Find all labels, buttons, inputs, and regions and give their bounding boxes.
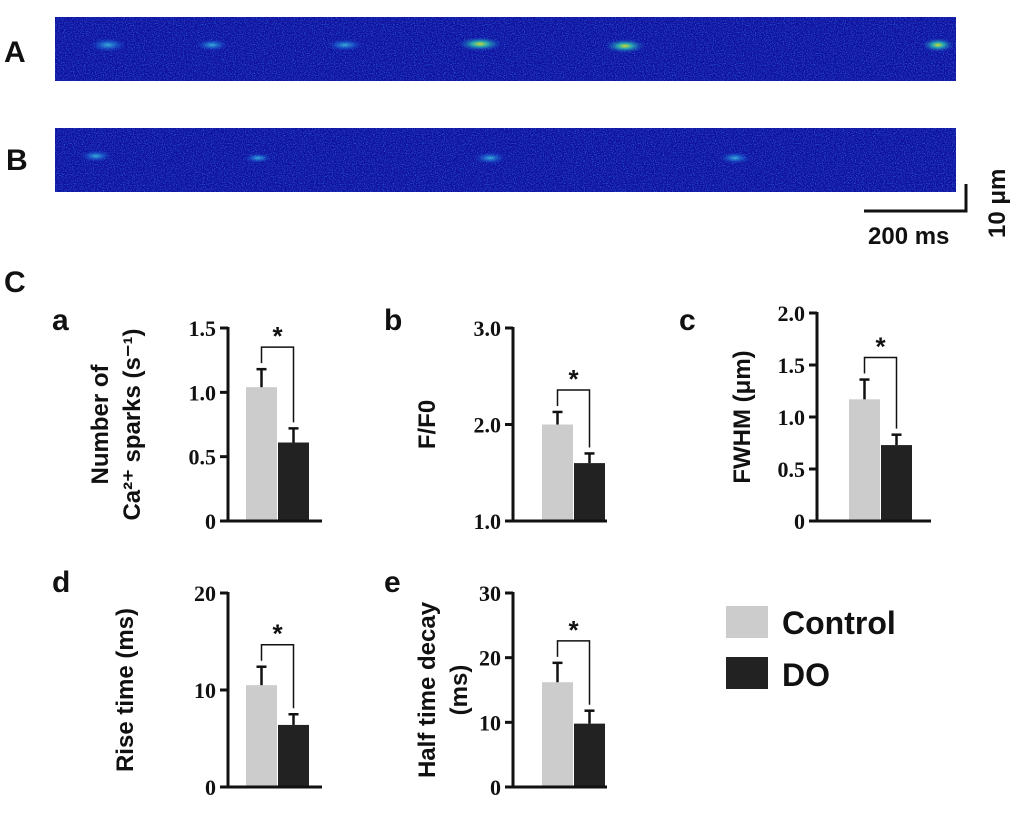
legend: Control DO — [726, 605, 896, 693]
y-axis-title-e-1: (ms) — [446, 665, 473, 716]
y-tick-label-c-2: 1.0 — [778, 405, 806, 430]
panel-letter-a: a — [52, 304, 69, 337]
scale-time-label: 200 ms — [868, 223, 949, 250]
y-axis-title-a-1: Ca²⁺ sparks (s⁻¹) — [119, 328, 146, 520]
bar-e-control — [542, 682, 573, 787]
bar-b-do — [574, 463, 605, 521]
y-tick-label-e-3: 30 — [479, 581, 501, 606]
significance-bracket-d — [260, 643, 295, 709]
spark-b-2 — [474, 152, 506, 164]
bar-a-do — [278, 442, 309, 521]
y-tick-label-c-1: 0.5 — [778, 457, 806, 482]
y-tick-label-a-3: 1.5 — [189, 316, 217, 341]
y-tick-label-c-3: 1.5 — [778, 353, 806, 378]
chart-b: b F/F0 1.0 2.0 3.0 * — [384, 304, 607, 534]
chart-a: a Number of Ca²⁺ sparks (s⁻¹) 0 0.5 1.0 1.5 * — [52, 304, 322, 534]
significance-bracket-e — [556, 640, 591, 705]
chart-e: e Half time decay (ms) 0 10 20 30 * — [384, 566, 607, 800]
y-tick-label-a-1: 0.5 — [189, 445, 217, 470]
chart-c: c FWHM (μm) 0 0.5 1.0 1.5 2.0 * — [679, 301, 931, 534]
scale-bar: 200 ms 10 μm — [864, 169, 1011, 250]
bar-charts: a Number of Ca²⁺ sparks (s⁻¹) 0 0.5 1.0 1.5 * b F… — [52, 301, 931, 800]
linescan-a: A — [4, 17, 956, 81]
scale-space-label: 10 μm — [984, 169, 1011, 238]
bar-d-do — [278, 724, 309, 787]
y-axis-title-d-0: Rise time (ms) — [112, 608, 139, 772]
y-tick-label-b-0: 1.0 — [474, 509, 502, 534]
legend-label-do: DO — [782, 657, 830, 693]
spark-a-2 — [327, 39, 363, 51]
y-tick-label-e-1: 10 — [479, 710, 501, 735]
y-axis-title-e-0: Half time decay — [414, 601, 441, 778]
spark-a-3 — [458, 37, 502, 51]
panel-letter-b: b — [384, 304, 402, 337]
panel-letter-c: c — [679, 304, 696, 337]
spark-a-4 — [605, 39, 645, 53]
scale-bar-lines — [864, 184, 968, 213]
y-tick-label-a-0: 0 — [205, 509, 216, 534]
panel-label-b: B — [6, 144, 28, 177]
panel-letter-d: d — [52, 566, 70, 599]
bar-d-control — [246, 685, 277, 787]
y-tick-label-e-2: 20 — [479, 646, 501, 671]
bar-c-do — [881, 445, 912, 521]
y-tick-label-b-2: 3.0 — [474, 316, 502, 341]
linescan-b-sparks — [80, 150, 751, 164]
y-axis-title-b-0: F/F0 — [414, 400, 441, 449]
linescan-b-noise — [55, 128, 956, 192]
significance-star-d: * — [272, 619, 283, 649]
spark-b-3 — [719, 152, 751, 164]
significance-bracket-c — [863, 356, 898, 429]
bar-b-control — [542, 424, 573, 521]
legend-label-control: Control — [782, 605, 896, 641]
spark-a-0 — [90, 38, 126, 52]
bar-e-do — [574, 723, 605, 787]
chart-d: d Rise time (ms) 0 10 20 * — [52, 566, 322, 800]
y-tick-label-b-1: 2.0 — [474, 413, 502, 438]
significance-bracket-a — [260, 346, 295, 423]
linescan-a-noise — [55, 17, 956, 81]
y-tick-label-d-1: 10 — [194, 678, 216, 703]
y-tick-label-d-2: 20 — [194, 581, 216, 606]
spark-b-1 — [244, 153, 272, 163]
spark-a-5 — [922, 38, 954, 52]
spark-b-0 — [80, 150, 112, 162]
legend-swatch-control — [726, 606, 768, 638]
bar-a-control — [246, 387, 277, 521]
spark-a-1 — [196, 39, 228, 51]
bar-c-control — [849, 399, 880, 521]
significance-star-c: * — [875, 332, 886, 362]
y-tick-label-c-0: 0 — [794, 509, 805, 534]
significance-bracket-b — [556, 389, 591, 448]
y-tick-label-a-2: 1.0 — [189, 380, 217, 405]
panel-letter-e: e — [384, 566, 401, 599]
significance-star-e: * — [568, 615, 579, 645]
y-tick-label-e-0: 0 — [490, 775, 501, 800]
significance-star-a: * — [272, 321, 283, 351]
section-label-c: C — [4, 266, 26, 299]
panel-label-a: A — [4, 36, 26, 69]
y-axis-title-c-0: FWHM (μm) — [729, 350, 756, 483]
linescan-a-sparks — [90, 37, 954, 53]
y-tick-label-d-0: 0 — [205, 775, 216, 800]
y-tick-label-c-4: 2.0 — [778, 301, 806, 326]
y-axis-title-a-0: Number of — [87, 363, 114, 484]
significance-star-b: * — [568, 364, 579, 394]
legend-swatch-do — [726, 657, 768, 689]
linescan-b: B — [6, 128, 956, 192]
